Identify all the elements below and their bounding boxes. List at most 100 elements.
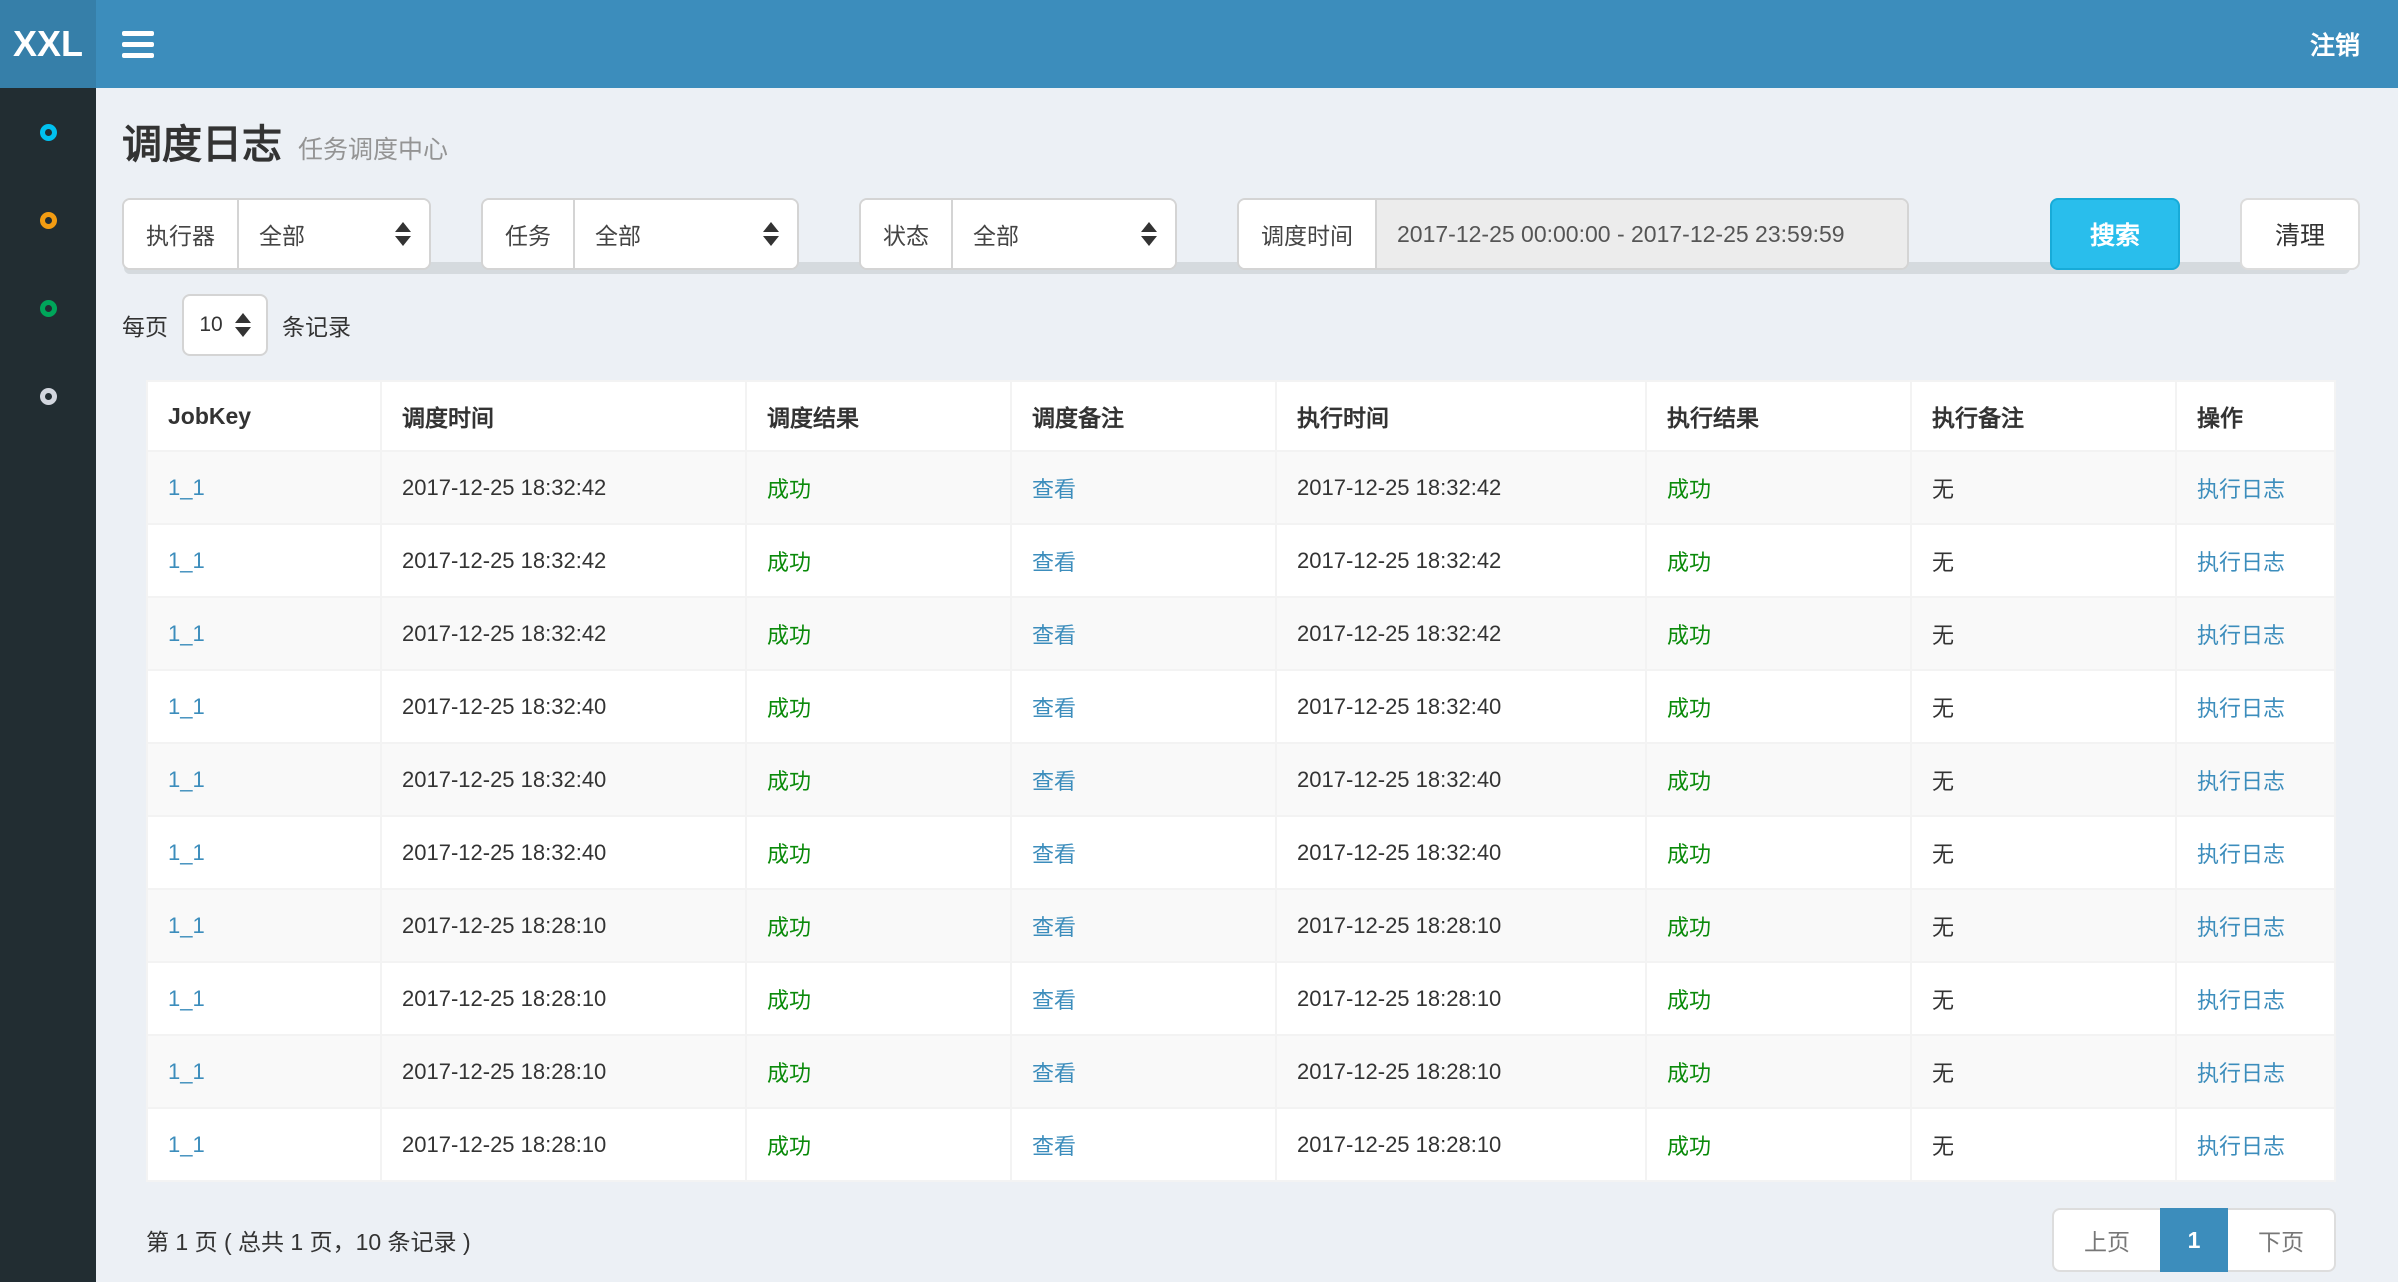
cell-handle-time: 2017-12-25 18:32:42	[1275, 450, 1647, 525]
app-logo[interactable]: XXL	[0, 0, 96, 88]
execution-log-link[interactable]: 执行日志	[2197, 549, 2286, 575]
trigger-time-value: 2017-12-25 18:32:42	[402, 620, 607, 646]
jobkey-link[interactable]: 1_1	[168, 766, 205, 792]
cell-handle-result: 成功	[1645, 596, 1912, 671]
cell-handle-msg: 无	[1910, 815, 2177, 890]
trigger-time-value: 2017-12-25 18:32:40	[402, 693, 607, 719]
jobkey-link[interactable]: 1_1	[168, 1131, 205, 1157]
cell-trigger-msg: 查看	[1010, 669, 1277, 744]
jobkey-link[interactable]: 1_1	[168, 985, 205, 1011]
pagination-next-button[interactable]: 下页	[2228, 1208, 2336, 1272]
pagination-prev-button[interactable]: 上页	[2052, 1208, 2160, 1272]
trigger-msg-link[interactable]: 查看	[1032, 622, 1077, 648]
cell-handle-msg: 无	[1910, 669, 2177, 744]
cell-action: 执行日志	[2175, 669, 2336, 744]
execution-log-link[interactable]: 执行日志	[2197, 622, 2286, 648]
execution-log-link[interactable]: 执行日志	[2197, 695, 2286, 721]
execution-log-link[interactable]: 执行日志	[2197, 914, 2286, 940]
logout-link[interactable]: 注销	[2309, 32, 2360, 60]
cell-handle-msg: 无	[1910, 523, 2177, 598]
trigger-msg-link[interactable]: 查看	[1032, 549, 1077, 575]
trigger-result-value: 成功	[767, 1133, 812, 1159]
trigger-result-value: 成功	[767, 914, 812, 940]
jobkey-link[interactable]: 1_1	[168, 912, 205, 938]
header-handle-time: 执行时间	[1275, 380, 1647, 452]
jobkey-link[interactable]: 1_1	[168, 620, 205, 646]
trigger-result-value: 成功	[767, 1060, 812, 1086]
handle-time-value: 2017-12-25 18:28:10	[1297, 1058, 1502, 1084]
execution-log-link[interactable]: 执行日志	[2197, 476, 2286, 502]
jobkey-link[interactable]: 1_1	[168, 474, 205, 500]
handle-msg-value: 无	[1932, 476, 1955, 502]
cell-action: 执行日志	[2175, 523, 2336, 598]
trigger-msg-link[interactable]: 查看	[1032, 914, 1077, 940]
trigger-msg-link[interactable]: 查看	[1032, 841, 1077, 867]
jobkey-link[interactable]: 1_1	[168, 839, 205, 865]
cell-trigger-time: 2017-12-25 18:28:10	[380, 888, 747, 963]
sidebar-item-4[interactable]	[0, 352, 96, 440]
job-filter-label: 任务	[483, 200, 575, 268]
page-size-value: 10	[199, 313, 223, 336]
handle-result-value: 成功	[1667, 1133, 1712, 1159]
cell-handle-msg: 无	[1910, 961, 2177, 1036]
trigger-msg-link[interactable]: 查看	[1032, 1133, 1077, 1159]
execution-log-link[interactable]: 执行日志	[2197, 768, 2286, 794]
jobkey-link[interactable]: 1_1	[168, 1058, 205, 1084]
execution-log-link[interactable]: 执行日志	[2197, 1060, 2286, 1086]
page-size-select[interactable]: 10	[182, 294, 268, 356]
cell-trigger-time: 2017-12-25 18:32:42	[380, 523, 747, 598]
cell-trigger-time: 2017-12-25 18:28:10	[380, 961, 747, 1036]
executor-filter-group: 执行器 全部	[122, 198, 431, 270]
trigger-msg-link[interactable]: 查看	[1032, 768, 1077, 794]
trigger-time-value: 2017-12-25 18:28:10	[402, 985, 607, 1011]
handle-time-value: 2017-12-25 18:32:42	[1297, 620, 1502, 646]
handle-msg-value: 无	[1932, 1133, 1955, 1159]
handle-time-value: 2017-12-25 18:32:40	[1297, 766, 1502, 792]
handle-msg-value: 无	[1932, 768, 1955, 794]
log-table-body: 1_1 2017-12-25 18:32:42 成功 查看 2017-12-25…	[146, 450, 2336, 1182]
cell-trigger-result: 成功	[745, 1034, 1012, 1109]
main-content: 调度日志 任务调度中心 执行器 全部 任务 全部	[96, 88, 2398, 1282]
table-row: 1_1 2017-12-25 18:28:10 成功 查看 2017-12-25…	[146, 961, 2336, 1036]
cell-handle-result: 成功	[1645, 523, 1912, 598]
trigger-msg-link[interactable]: 查看	[1032, 1060, 1077, 1086]
jobkey-link[interactable]: 1_1	[168, 693, 205, 719]
executor-select[interactable]: 全部	[239, 200, 429, 268]
cell-trigger-msg: 查看	[1010, 523, 1277, 598]
trigger-result-value: 成功	[767, 622, 812, 648]
sidebar-toggle-button[interactable]	[122, 25, 154, 64]
cell-action: 执行日志	[2175, 450, 2336, 525]
job-select[interactable]: 全部	[575, 200, 797, 268]
status-filter-group: 状态 全部	[859, 198, 1177, 270]
trigger-msg-link[interactable]: 查看	[1032, 695, 1077, 721]
cell-jobkey: 1_1	[146, 1034, 382, 1109]
job-select-value: 全部	[595, 223, 641, 249]
cell-handle-msg: 无	[1910, 450, 2177, 525]
trigger-time-range-input[interactable]: 2017-12-25 00:00:00 - 2017-12-25 23:59:5…	[1377, 200, 1907, 268]
jobkey-link[interactable]: 1_1	[168, 547, 205, 573]
status-select[interactable]: 全部	[953, 200, 1175, 268]
select-spinner-icon	[395, 222, 411, 246]
cell-jobkey: 1_1	[146, 596, 382, 671]
search-button[interactable]: 搜索	[2050, 198, 2180, 270]
sidebar-item-3[interactable]	[0, 264, 96, 352]
execution-log-link[interactable]: 执行日志	[2197, 841, 2286, 867]
cell-action: 执行日志	[2175, 961, 2336, 1036]
pagination-page-1-button[interactable]: 1	[2160, 1208, 2228, 1272]
trigger-time-filter-label: 调度时间	[1239, 200, 1377, 268]
sidebar-item-2[interactable]	[0, 176, 96, 264]
cell-handle-time: 2017-12-25 18:28:10	[1275, 1034, 1647, 1109]
handle-result-value: 成功	[1667, 622, 1712, 648]
sidebar-item-1[interactable]	[0, 88, 96, 176]
trigger-result-value: 成功	[767, 476, 812, 502]
trigger-msg-link[interactable]: 查看	[1032, 476, 1077, 502]
cell-handle-msg: 无	[1910, 1034, 2177, 1109]
clear-button[interactable]: 清理	[2240, 198, 2360, 270]
execution-log-link[interactable]: 执行日志	[2197, 1133, 2286, 1159]
cell-trigger-time: 2017-12-25 18:28:10	[380, 1034, 747, 1109]
cell-action: 执行日志	[2175, 815, 2336, 890]
execution-log-link[interactable]: 执行日志	[2197, 987, 2286, 1013]
trigger-msg-link[interactable]: 查看	[1032, 987, 1077, 1013]
header-jobkey: JobKey	[146, 380, 382, 452]
cell-trigger-result: 成功	[745, 742, 1012, 817]
